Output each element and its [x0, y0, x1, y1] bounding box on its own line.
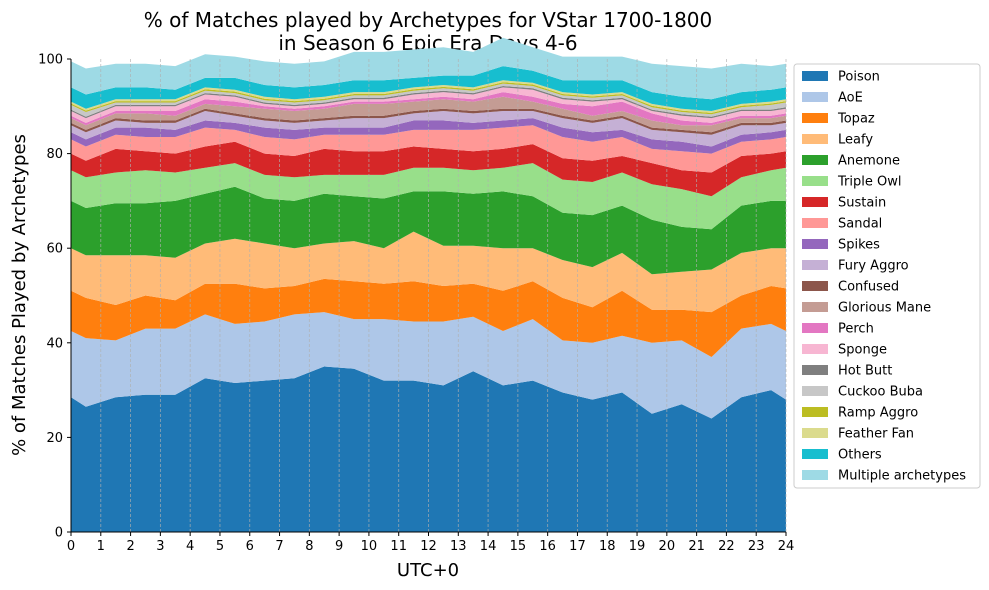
- area-confused: [71, 108, 786, 135]
- legend-swatch: [802, 239, 828, 249]
- x-tick-label: 20: [659, 539, 676, 554]
- legend-swatch: [802, 449, 828, 459]
- legend-label: Multiple archetypes: [838, 469, 966, 484]
- legend-label: Sustain: [838, 196, 886, 211]
- legend-swatch: [802, 134, 828, 144]
- x-tick-label: 12: [420, 539, 437, 554]
- x-tick-label: 3: [156, 539, 164, 554]
- x-tick-label: 15: [510, 539, 527, 554]
- legend-label: Sponge: [838, 343, 887, 358]
- x-tick-label: 14: [480, 539, 497, 554]
- legend-swatch: [802, 428, 828, 438]
- legend-label: Poison: [838, 70, 880, 85]
- area-ramp-aggro: [71, 82, 786, 115]
- area-hot-butt: [71, 86, 786, 119]
- x-tick-label: 4: [186, 539, 194, 554]
- legend-label: AoE: [838, 91, 863, 106]
- x-tick-label: 17: [569, 539, 586, 554]
- legend-swatch: [802, 218, 828, 228]
- area-others: [71, 66, 786, 111]
- y-tick-label: 60: [46, 242, 63, 257]
- legend-label: Sandal: [838, 217, 882, 232]
- legend-swatch: [802, 92, 828, 102]
- x-tick-label: 7: [275, 539, 283, 554]
- x-tick-label: 19: [629, 539, 646, 554]
- area-glorious-mane: [71, 96, 786, 133]
- legend-label: Others: [838, 448, 882, 463]
- x-tick-label: 11: [390, 539, 407, 554]
- legend-label: Feather Fan: [838, 427, 914, 442]
- x-tick-label: 10: [361, 539, 378, 554]
- legend-label: Cuckoo Buba: [838, 385, 923, 400]
- x-tick-label: 23: [748, 539, 765, 554]
- x-tick-label: 16: [539, 539, 556, 554]
- x-tick-label: 9: [335, 539, 343, 554]
- y-tick-label: 0: [55, 526, 63, 541]
- legend-swatch: [802, 197, 828, 207]
- legend-swatch: [802, 71, 828, 81]
- legend: Poison AoE Topaz Leafy Anemone Triple Owl Sust…: [793, 63, 981, 489]
- x-tick-label: 24: [778, 539, 795, 554]
- legend-label: Perch: [838, 322, 874, 337]
- y-tick-label: 100: [38, 53, 63, 68]
- y-tick-label: 40: [46, 336, 63, 351]
- legend-label: Confused: [838, 280, 899, 295]
- legend-label: Fury Aggro: [838, 259, 909, 274]
- legend-swatch: [802, 302, 828, 312]
- legend-swatch: [802, 407, 828, 417]
- x-axis-label: UTC+0: [397, 560, 459, 581]
- legend-swatch: [802, 470, 828, 480]
- legend-swatch: [802, 281, 828, 291]
- legend-label: Triple Owl: [837, 175, 901, 190]
- x-tick-label: 0: [67, 539, 75, 554]
- area-topaz: [71, 278, 786, 357]
- legend-label: Spikes: [838, 238, 880, 253]
- legend-label: Anemone: [838, 154, 900, 169]
- x-tick-label: 6: [246, 539, 254, 554]
- area-perch: [71, 92, 786, 126]
- legend-swatch: [802, 155, 828, 165]
- legend-swatch: [802, 386, 828, 396]
- y-tick-label: 20: [46, 431, 63, 446]
- legend-label: Leafy: [838, 133, 873, 148]
- x-tick-label: 21: [688, 539, 705, 554]
- legend-label: Glorious Mane: [838, 301, 931, 316]
- x-tick-label: 2: [126, 539, 134, 554]
- x-tick-label: 5: [216, 539, 224, 554]
- x-tick-label: 13: [450, 539, 467, 554]
- legend-swatch: [802, 365, 828, 375]
- x-tick-label: 8: [305, 539, 313, 554]
- x-tick-label: 22: [718, 539, 735, 554]
- x-tick-label: 18: [599, 539, 616, 554]
- axes: 0 1 2 3 4 5 6 7 8 9 10 11 12 13 14 15 16 17 18 19 20 21 22 23 24…: [38, 53, 794, 555]
- area-sandal: [71, 125, 786, 173]
- y-axis-label: % of Matches Played by Archetypes: [9, 134, 30, 456]
- chart-title-line1: % of Matches played by Archetypes for VS…: [144, 8, 713, 32]
- chart-title: % of Matches played by Archetypes for VS…: [144, 8, 713, 55]
- area-multiple-archetypes: [71, 37, 786, 100]
- legend-label: Ramp Aggro: [838, 406, 918, 421]
- legend-swatch: [802, 323, 828, 333]
- legend-swatch: [802, 260, 828, 270]
- legend-swatch: [802, 113, 828, 123]
- legend-label: Topaz: [837, 112, 875, 127]
- legend-frame: [793, 63, 981, 489]
- x-tick-label: 1: [97, 539, 105, 554]
- legend-swatch: [802, 176, 828, 186]
- y-tick-label: 80: [46, 147, 63, 162]
- legend-label: Hot Butt: [838, 364, 892, 379]
- legend-swatch: [802, 344, 828, 354]
